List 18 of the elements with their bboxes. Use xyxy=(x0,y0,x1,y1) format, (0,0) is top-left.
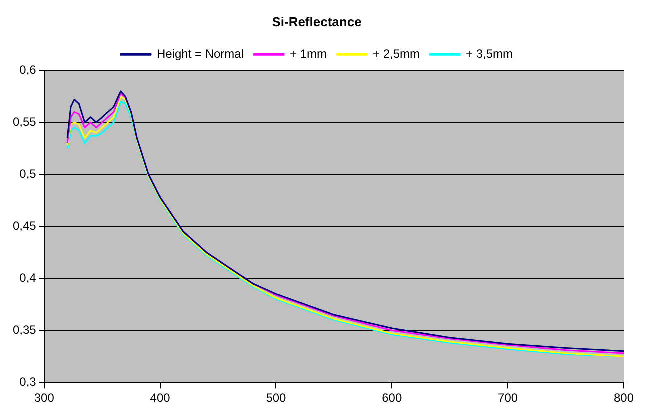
legend-label: + 3,5mm xyxy=(466,46,514,61)
y-tick-label: 0,3 xyxy=(20,374,37,389)
x-tick-label: 500 xyxy=(266,391,287,406)
x-tick-label: 700 xyxy=(498,391,518,406)
y-tick-label: 0,45 xyxy=(12,218,37,233)
y-tick-label: 0,5 xyxy=(20,166,37,181)
x-tick-label: 600 xyxy=(382,391,402,406)
x-tick-label: 300 xyxy=(34,391,55,406)
legend-label: Height = Normal xyxy=(156,46,244,61)
x-tick-label: 400 xyxy=(150,391,171,406)
legend-label: + 2,5mm xyxy=(373,46,420,61)
y-tick-label: 0,55 xyxy=(12,114,37,129)
x-tick-label: 800 xyxy=(614,391,634,406)
legend-label: + 1mm xyxy=(290,46,328,61)
y-tick-label: 0,35 xyxy=(12,322,37,337)
y-tick-label: 0,4 xyxy=(20,270,37,285)
chart-title: Si-Reflectance xyxy=(272,14,362,30)
y-tick-label: 0,6 xyxy=(20,62,37,77)
